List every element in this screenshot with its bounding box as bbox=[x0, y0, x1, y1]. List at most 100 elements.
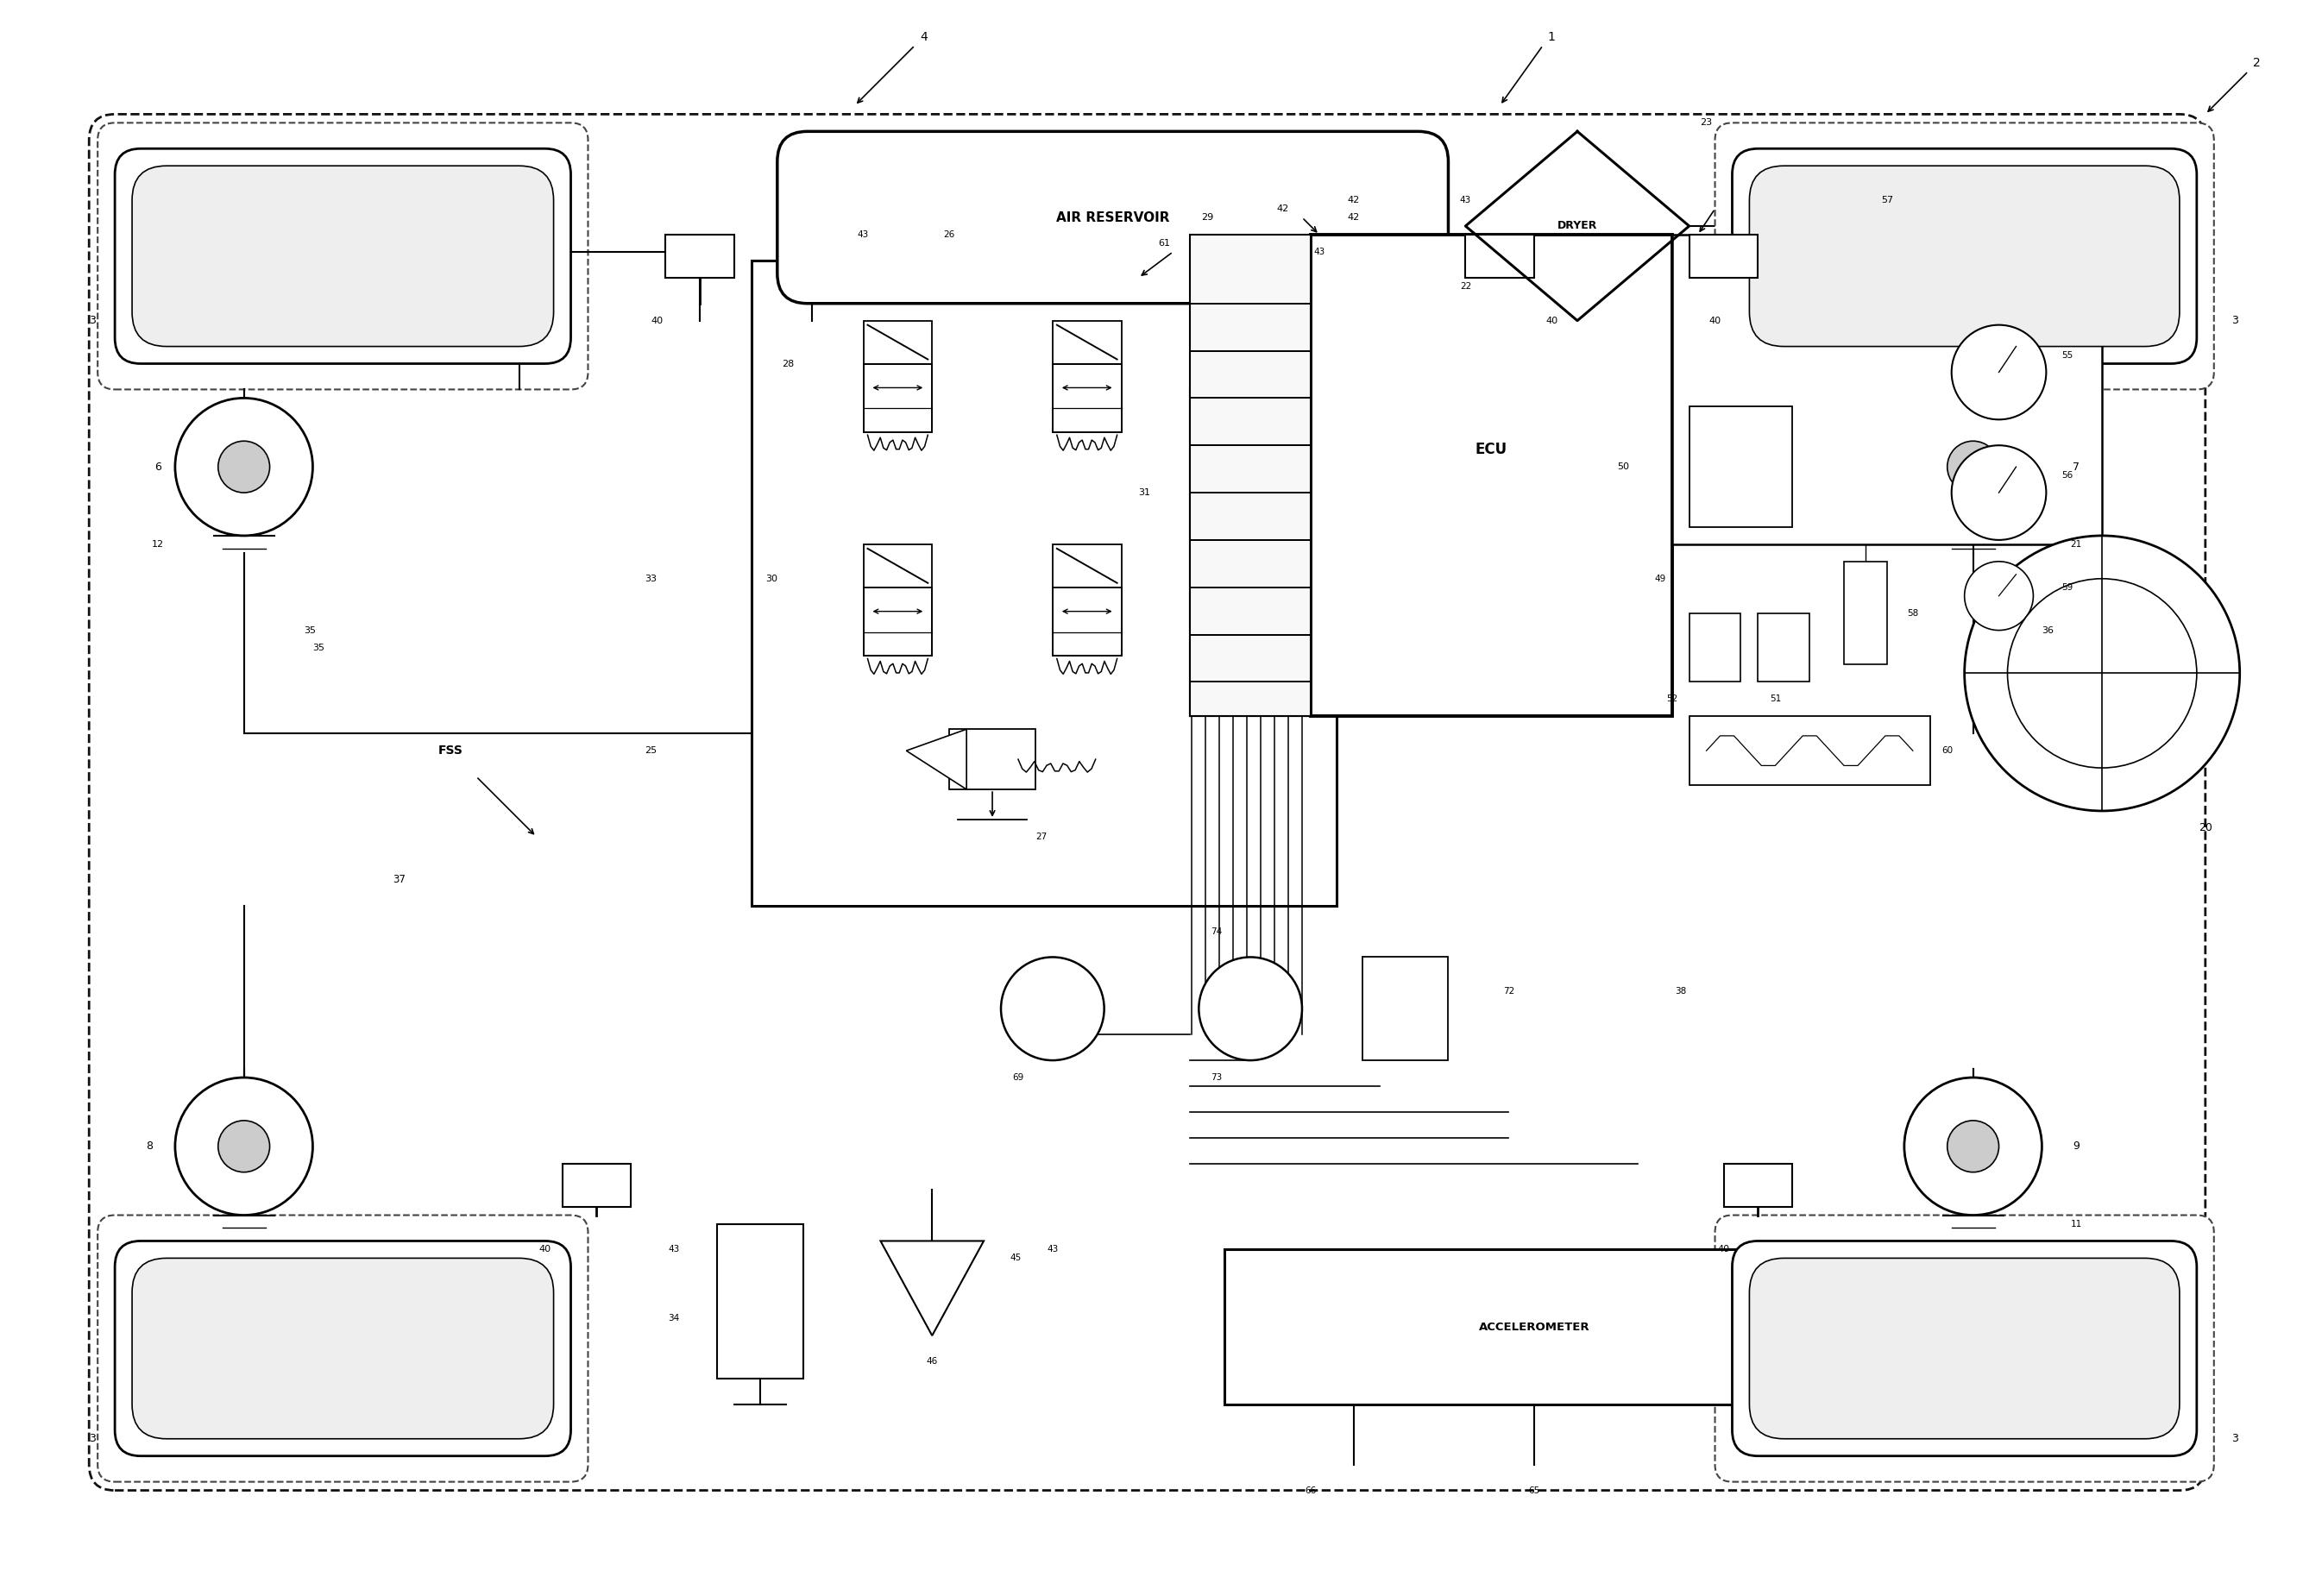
Text: 6: 6 bbox=[154, 461, 161, 472]
Polygon shape bbox=[907, 729, 967, 790]
Circle shape bbox=[1905, 1077, 2043, 1215]
Text: 3: 3 bbox=[90, 1433, 97, 1444]
Text: 43: 43 bbox=[1048, 1245, 1059, 1254]
Bar bbox=[1757, 613, 1810, 681]
FancyBboxPatch shape bbox=[778, 131, 1449, 303]
FancyBboxPatch shape bbox=[131, 1258, 553, 1438]
Text: 61: 61 bbox=[1158, 239, 1170, 247]
FancyBboxPatch shape bbox=[90, 115, 2206, 1491]
Text: 58: 58 bbox=[1907, 608, 1918, 618]
Text: 55: 55 bbox=[2061, 351, 2073, 359]
Text: 34: 34 bbox=[668, 1314, 679, 1323]
Circle shape bbox=[1948, 440, 1999, 493]
Text: 31: 31 bbox=[1138, 488, 1152, 496]
FancyBboxPatch shape bbox=[1732, 148, 2197, 364]
Text: 59: 59 bbox=[2061, 583, 2073, 592]
Text: 60: 60 bbox=[1941, 747, 1953, 755]
Text: 42: 42 bbox=[1276, 204, 1290, 214]
Text: 45: 45 bbox=[1009, 1254, 1020, 1262]
Bar bbox=[1052, 321, 1122, 364]
Bar bbox=[1465, 235, 1534, 278]
Text: 36: 36 bbox=[2043, 626, 2054, 635]
Text: 42: 42 bbox=[1347, 214, 1359, 222]
Bar bbox=[1191, 235, 1310, 717]
FancyBboxPatch shape bbox=[1716, 1215, 2213, 1481]
Polygon shape bbox=[880, 1242, 983, 1336]
Text: 11: 11 bbox=[2070, 1219, 2082, 1227]
Text: AIR RESERVOIR: AIR RESERVOIR bbox=[1057, 211, 1170, 223]
Polygon shape bbox=[1465, 131, 1688, 321]
Text: 9: 9 bbox=[2073, 1141, 2080, 1152]
Circle shape bbox=[1002, 958, 1103, 1060]
Text: 50: 50 bbox=[1617, 463, 1628, 471]
FancyBboxPatch shape bbox=[1750, 1258, 2179, 1438]
Bar bbox=[1225, 1250, 1845, 1404]
FancyBboxPatch shape bbox=[97, 1215, 587, 1481]
Text: 7: 7 bbox=[2073, 461, 2080, 472]
Text: 46: 46 bbox=[926, 1357, 937, 1366]
Bar bbox=[1672, 235, 2103, 544]
Text: 40: 40 bbox=[1718, 1245, 1730, 1254]
Text: 72: 72 bbox=[1504, 988, 1515, 996]
Text: 56: 56 bbox=[2061, 471, 2073, 480]
Text: ECU: ECU bbox=[1476, 442, 1508, 458]
Text: 8: 8 bbox=[145, 1141, 152, 1152]
Circle shape bbox=[219, 1120, 269, 1171]
Circle shape bbox=[175, 397, 313, 536]
Text: 26: 26 bbox=[944, 230, 956, 239]
Text: 37: 37 bbox=[392, 875, 405, 886]
Bar bbox=[1688, 235, 1757, 278]
Text: 35: 35 bbox=[313, 643, 325, 651]
Text: 22: 22 bbox=[1460, 282, 1472, 290]
Bar bbox=[1845, 562, 1886, 664]
FancyBboxPatch shape bbox=[97, 123, 587, 389]
Bar bbox=[666, 235, 735, 278]
Circle shape bbox=[1905, 397, 2043, 536]
Text: 65: 65 bbox=[1529, 1486, 1541, 1495]
Bar bbox=[864, 544, 933, 587]
Circle shape bbox=[1951, 445, 2045, 539]
FancyBboxPatch shape bbox=[1732, 1242, 2197, 1456]
Circle shape bbox=[1200, 958, 1301, 1060]
Bar bbox=[716, 1224, 804, 1379]
Text: ACCELEROMETER: ACCELEROMETER bbox=[1479, 1321, 1589, 1333]
Text: 12: 12 bbox=[152, 539, 164, 549]
Circle shape bbox=[1948, 1120, 1999, 1171]
Text: 27: 27 bbox=[1036, 833, 1048, 841]
Bar bbox=[1052, 587, 1122, 656]
Bar bbox=[864, 321, 933, 364]
Circle shape bbox=[1964, 536, 2241, 811]
Text: 66: 66 bbox=[1306, 1486, 1317, 1495]
Text: FSS: FSS bbox=[438, 745, 463, 757]
Text: DRYER: DRYER bbox=[1557, 220, 1598, 231]
Bar bbox=[751, 260, 1336, 905]
Text: 3: 3 bbox=[2232, 1433, 2239, 1444]
Text: 73: 73 bbox=[1211, 1073, 1221, 1082]
Text: 33: 33 bbox=[645, 575, 656, 583]
Circle shape bbox=[175, 1077, 313, 1215]
Text: 3: 3 bbox=[2232, 314, 2239, 326]
FancyBboxPatch shape bbox=[1750, 166, 2179, 346]
Text: 43: 43 bbox=[1460, 196, 1472, 204]
Text: 30: 30 bbox=[765, 575, 778, 583]
Bar bbox=[864, 587, 933, 656]
Bar bbox=[562, 1163, 631, 1207]
FancyBboxPatch shape bbox=[115, 148, 571, 364]
FancyBboxPatch shape bbox=[1716, 123, 2213, 389]
Bar bbox=[1052, 544, 1122, 587]
Text: 28: 28 bbox=[783, 359, 795, 369]
Text: 40: 40 bbox=[652, 316, 663, 326]
Bar bbox=[1052, 364, 1122, 433]
Bar bbox=[1688, 613, 1741, 681]
Circle shape bbox=[1964, 562, 2034, 630]
Text: 2: 2 bbox=[2252, 56, 2262, 69]
Text: 4: 4 bbox=[919, 30, 928, 43]
Text: 38: 38 bbox=[1674, 988, 1686, 996]
Text: 43: 43 bbox=[668, 1245, 679, 1254]
Text: 21: 21 bbox=[2070, 539, 2082, 549]
Text: 35: 35 bbox=[304, 626, 316, 635]
Text: 40: 40 bbox=[1709, 316, 1720, 326]
Text: 23: 23 bbox=[1700, 118, 1713, 128]
Bar bbox=[1363, 958, 1449, 1060]
Bar bbox=[864, 364, 933, 433]
